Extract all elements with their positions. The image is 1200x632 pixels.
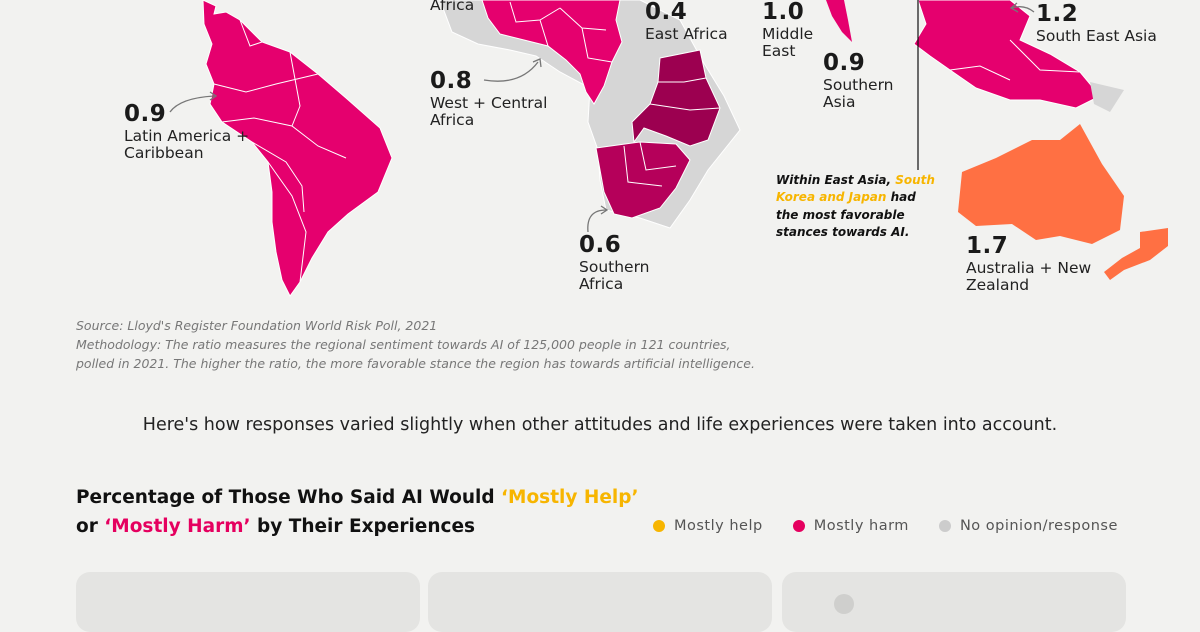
- arrow-south-east-asia: [1011, 6, 1035, 13]
- label-name: Latin America + Caribbean: [124, 126, 250, 163]
- title-part2: or: [76, 515, 105, 537]
- label-name: Australia + New Zealand: [966, 258, 1092, 295]
- legend-label: No opinion/response: [959, 518, 1118, 534]
- methodology-line: Methodology: The ratio measures the regi…: [76, 336, 755, 371]
- label-name: Middle East: [762, 24, 814, 61]
- legend-dot-icon: [792, 520, 805, 532]
- legend-dot-icon: [938, 520, 951, 532]
- label-australia-nz: 1.7 Australia + New Zealand: [966, 233, 1096, 295]
- label-ratio: 0.9: [823, 50, 866, 76]
- label-name: Africa: [430, 0, 475, 14]
- map-latin-america: [202, 0, 393, 297]
- callout-highlight: South Korea and Japan: [776, 173, 935, 205]
- map-australia: [958, 124, 1124, 244]
- label-ratio: 0.9: [124, 101, 167, 127]
- label-ratio: 0.4: [645, 0, 688, 25]
- map-south-east-asia: [913, 0, 1101, 109]
- world-map: [169, 0, 1168, 297]
- label-name: West + Central Africa: [430, 93, 548, 130]
- label-latin-america: 0.9 Latin America + Caribbean: [124, 101, 274, 163]
- intro-text: Here's how responses varied slightly whe…: [142, 415, 1058, 435]
- label-south-east-asia: 1.2 South East Asia: [1036, 1, 1157, 45]
- legend-label: Mostly harm: [813, 518, 909, 534]
- title-part3: by Their Experiences: [250, 515, 476, 537]
- label-east-africa: 0.4 East Africa: [645, 0, 728, 43]
- legend-dot-icon: [653, 520, 665, 532]
- card-icon: [834, 594, 854, 614]
- legend-label: Mostly help: [674, 518, 763, 534]
- source-note: Source: Lloyd's Register Foundation Worl…: [76, 317, 766, 373]
- legend-mostly-help: Mostly help: [653, 518, 763, 534]
- label-name: Southern Africa: [579, 257, 650, 294]
- map-southern-africa: [595, 141, 691, 219]
- legend-mostly-harm: Mostly harm: [792, 518, 909, 534]
- label-southern-africa: 0.6 Southern Africa: [579, 232, 669, 294]
- arrow-southern-africa: [587, 209, 607, 233]
- source-line: Source: Lloyd's Register Foundation Worl…: [76, 318, 438, 333]
- map-southern-asia: [826, 0, 852, 42]
- title-part1: Percentage of Those Who Said AI Would: [76, 487, 502, 508]
- experience-card-3: [782, 572, 1126, 632]
- legend-no-opinion: No opinion/response: [938, 518, 1118, 534]
- label-africa: Africa: [430, 0, 474, 14]
- map-new-zealand: [1104, 228, 1168, 280]
- legend: Mostly help Mostly harm No opinion/respo…: [653, 518, 1118, 534]
- label-middle-east: 1.0 Middle East: [762, 0, 832, 60]
- arrow-west-central-africa: [483, 61, 539, 82]
- label-west-central-africa: 0.8 West + Central Africa: [430, 68, 570, 130]
- label-ratio: 0.8: [430, 68, 473, 94]
- label-name: East Africa: [645, 24, 728, 43]
- callout-suffix: had the most favorable stances towards A…: [776, 190, 916, 240]
- map-sea-gray: [1090, 82, 1124, 112]
- label-ratio: 1.2: [1036, 1, 1079, 27]
- label-ratio: 0.6: [579, 232, 622, 258]
- arrow-latin-america: [169, 95, 215, 113]
- callout-prefix: Within East Asia,: [776, 173, 896, 187]
- title-harm: ‘Mostly Harm’: [104, 515, 251, 537]
- east-asia-callout: Within East Asia, South Korea and Japan …: [776, 172, 936, 242]
- label-ratio: 1.7: [966, 233, 1009, 259]
- label-ratio: 1.0: [762, 0, 805, 25]
- experience-card-1: [76, 572, 420, 632]
- label-name: Southern Asia: [823, 75, 894, 112]
- chart-title: Percentage of Those Who Said AI Would ‘M…: [76, 484, 639, 541]
- experience-card-2: [428, 572, 772, 632]
- label-southern-asia: 0.9 Southern Asia: [823, 50, 913, 112]
- title-help: ‘Mostly Help’: [501, 487, 639, 508]
- map-west-central-africa: [481, 0, 623, 105]
- label-name: South East Asia: [1036, 26, 1157, 45]
